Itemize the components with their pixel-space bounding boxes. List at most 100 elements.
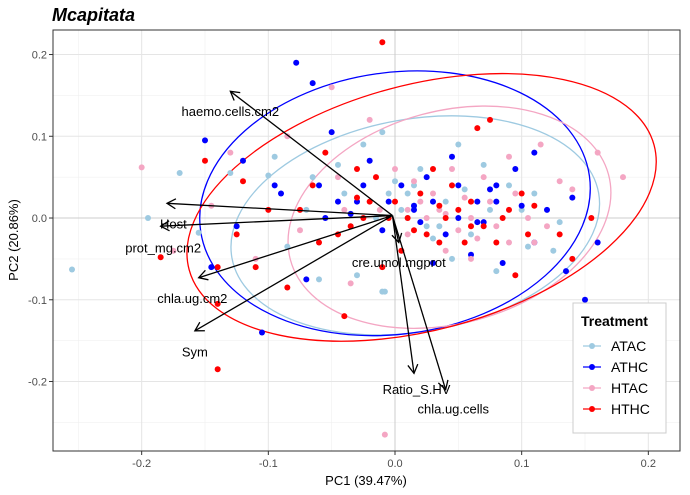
point-athc (455, 182, 462, 189)
point-hthc (499, 215, 506, 222)
legend-box (572, 302, 667, 434)
point-atac (265, 172, 272, 179)
point-athc (474, 198, 481, 205)
point-hthc (531, 202, 538, 209)
plot-panel-border (52, 29, 681, 452)
point-hthc (157, 254, 164, 261)
point-hthc (379, 39, 386, 46)
point-athc (493, 198, 500, 205)
point-htac (525, 215, 531, 222)
legend: Treatment ATAC ATHC HTAC HTHC (572, 302, 667, 434)
point-htac (284, 133, 291, 140)
point-athc (449, 153, 455, 160)
point-htac (328, 84, 335, 91)
label-haemo-cells-cm2: haemo.cells.cm2 (182, 104, 280, 119)
point-htac (537, 141, 544, 148)
y-tick-label: 0.0 (32, 213, 47, 225)
point-athc (594, 239, 601, 246)
point-hthc (468, 223, 474, 230)
point-htac (404, 206, 411, 213)
series-htac (138, 84, 626, 438)
point-atac (461, 186, 468, 193)
point-htac (423, 215, 430, 222)
point-atac (227, 170, 234, 177)
point-htac (569, 186, 576, 193)
legend-key-point (589, 364, 595, 370)
point-htac (449, 165, 455, 172)
point-htac (480, 174, 487, 181)
arrow-chla-ug-cells (391, 215, 449, 391)
point-hthc (493, 239, 500, 246)
score-points (69, 39, 626, 438)
legend-label: ATAC (611, 338, 646, 354)
point-atac (385, 190, 392, 197)
point-athc (316, 182, 322, 189)
label-cre-umol-mgprot: cre.umol.mgprot (352, 255, 446, 270)
point-athc (366, 157, 373, 164)
point-athc (518, 202, 525, 209)
point-athc (544, 206, 550, 213)
x-axis-title: PC1 (39.47%) (325, 473, 407, 488)
point-atac (398, 206, 405, 213)
legend-item-hthc: HTHC (583, 401, 650, 417)
point-htac (544, 223, 550, 230)
point-athc (563, 268, 569, 275)
chart-title: Mcapitata (52, 5, 135, 25)
legend-label: HTAC (611, 380, 648, 396)
arrow-haemo-cells-cm2 (229, 90, 393, 217)
point-atac (468, 231, 474, 238)
point-athc (423, 174, 430, 181)
point-atac (271, 153, 278, 160)
point-athc (531, 149, 538, 156)
legend-title: Treatment (581, 313, 648, 329)
point-atac (423, 223, 430, 230)
arrow-prot-mg-cm2 (159, 214, 393, 232)
point-athc (411, 202, 417, 209)
point-athc (379, 227, 386, 234)
x-tick-label: -0.1 (259, 458, 278, 470)
y-axis-ticks: -0.2 -0.1 0.0 0.1 0.2 (28, 50, 53, 389)
legend-item-htac: HTAC (583, 380, 648, 396)
point-htac (411, 178, 417, 185)
legend-item-athc: ATHC (583, 359, 648, 375)
ellipse-hthc (186, 72, 657, 342)
point-hthc (423, 231, 430, 238)
point-htac (594, 149, 601, 156)
point-hthc (468, 198, 474, 205)
point-hthc (392, 198, 398, 205)
x-tick-label: -0.2 (132, 458, 151, 470)
point-atac (430, 235, 436, 242)
point-hthc (297, 206, 303, 213)
legend-key-point (589, 406, 595, 412)
label-ratio-s-hv: Ratio_S.HV (383, 382, 451, 397)
point-htac (512, 190, 519, 197)
point-athc (582, 296, 588, 303)
series-athc (202, 59, 601, 336)
point-hthc (309, 182, 316, 189)
point-hthc (341, 313, 348, 320)
point-htac (392, 165, 398, 172)
point-atac (341, 190, 348, 197)
loading-labels: haemo.cells.cm2 Host prot_mg.cm2 chla.ug.cm… (125, 104, 489, 417)
label-host: Host (160, 217, 187, 232)
point-hthc (214, 264, 221, 271)
point-hthc (265, 206, 272, 213)
point-htac (430, 190, 436, 197)
point-htac (468, 215, 474, 222)
point-hthc (360, 215, 367, 222)
point-athc (278, 190, 284, 197)
point-htac (461, 194, 468, 201)
point-htac (170, 247, 177, 254)
point-athc (512, 165, 519, 172)
point-hthc (455, 206, 462, 213)
point-htac (506, 153, 512, 160)
point-athc (309, 80, 316, 87)
label-sym: Sym (182, 344, 208, 359)
point-hthc (487, 116, 493, 123)
point-hthc (354, 194, 360, 201)
label-prot-mg-cm2: prot_mg.cm2 (125, 240, 201, 255)
point-htac (297, 227, 303, 234)
point-hthc (569, 255, 576, 262)
point-hthc (474, 125, 481, 132)
